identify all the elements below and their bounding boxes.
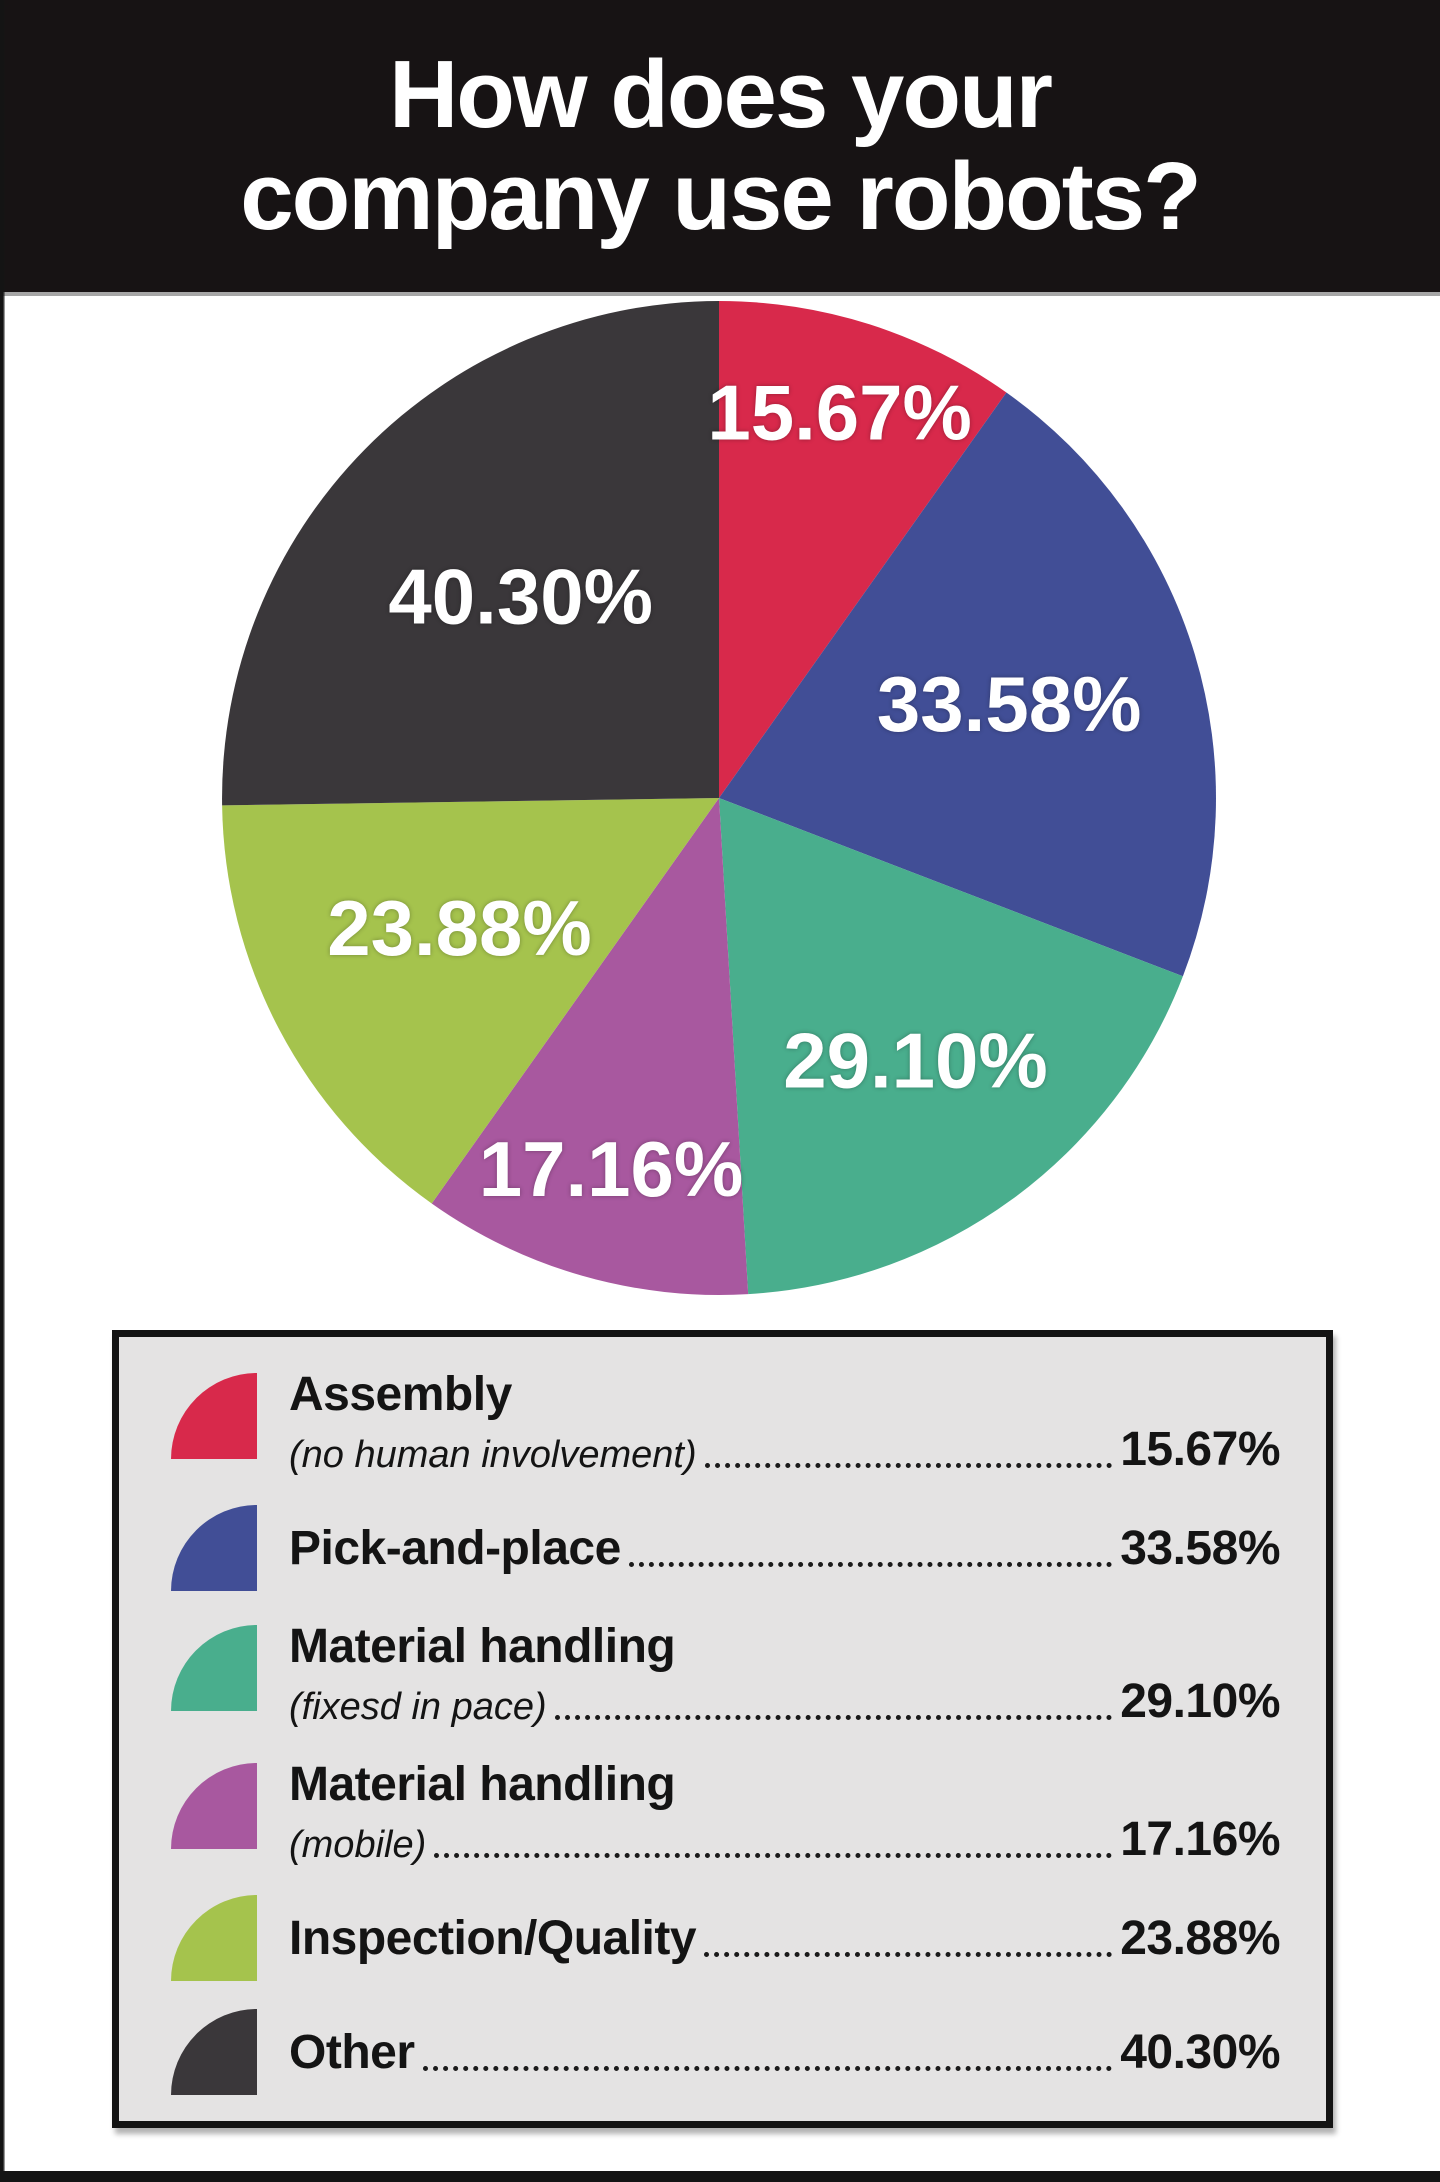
legend-percent: 17.16% xyxy=(1120,1813,1280,1866)
legend-swatch-material-handling-mobile xyxy=(171,1763,257,1849)
pie-chart-area: 15.67% 33.58% 29.10% 17.16% 23.88% 40.30% xyxy=(0,292,1440,1330)
legend-item-other: Other 40.30% xyxy=(171,2009,1280,2095)
legend-swatch-material-handling-fixed xyxy=(171,1625,257,1711)
legend-label: Inspection/Quality xyxy=(289,1911,697,1965)
legend-percent: 15.67% xyxy=(1120,1423,1280,1476)
legend-percent: 33.58% xyxy=(1120,1521,1280,1575)
pie-value-label-material-handling-fixed: 29.10% xyxy=(783,1016,1048,1104)
legend-label: Material handling xyxy=(289,1758,676,1811)
legend-percent: 23.88% xyxy=(1120,1911,1280,1965)
pie-slice-assembly xyxy=(719,301,1007,798)
legend-item-pick-and-place: Pick-and-place 33.58% xyxy=(171,1505,1280,1591)
header: How does your company use robots? xyxy=(0,0,1440,292)
legend-percent: 29.10% xyxy=(1120,1675,1280,1728)
legend-swatch-pick-and-place xyxy=(171,1505,257,1591)
legend-swatch-assembly xyxy=(171,1373,257,1459)
legend-swatch-inspection-quality xyxy=(171,1895,257,1981)
legend-sublabel: (mobile) xyxy=(289,1824,427,1866)
pie-value-label-pick-and-place: 33.58% xyxy=(877,660,1142,748)
pie-value-label-other: 40.30% xyxy=(388,552,653,640)
pie-slice-material-handling-fixed xyxy=(719,798,1183,1295)
pie-slice-material-handling-mobile xyxy=(431,798,749,1295)
pie-value-label-assembly: 15.67% xyxy=(707,369,972,457)
page-title-line-1: How does your xyxy=(388,41,1053,149)
legend-swatch-other xyxy=(171,2009,257,2095)
legend-sublabel: (fixesd in pace) xyxy=(289,1686,547,1728)
dot-leader xyxy=(628,1561,1113,1567)
legend-label: Material handling xyxy=(289,1620,676,1673)
pie-slice-other xyxy=(222,301,719,806)
pie-chart: 15.67% 33.58% 29.10% 17.16% 23.88% 40.30% xyxy=(222,301,1216,1295)
dot-leader xyxy=(422,2065,1113,2071)
pie-value-label-material-handling-mobile: 17.16% xyxy=(479,1125,744,1213)
legend-label: Assembly xyxy=(289,1368,512,1421)
pie-value-label-inspection-quality: 23.88% xyxy=(327,884,592,972)
dot-leader xyxy=(554,1715,1113,1720)
left-border-line xyxy=(0,0,5,2182)
legend-box: Assembly (no human involvement) 15.67% P… xyxy=(112,1330,1333,2128)
legend-item-material-handling-fixed: Material handling (fixesd in pace) 29.10… xyxy=(171,1619,1280,1729)
legend-sublabel: (no human involvement) xyxy=(289,1434,697,1476)
dot-leader xyxy=(704,1951,1113,1957)
pie-slice-pick-and-place xyxy=(719,392,1216,977)
pie-slice-inspection-quality xyxy=(222,798,719,1204)
legend-item-assembly: Assembly (no human involvement) 15.67% xyxy=(171,1367,1280,1477)
legend-percent: 40.30% xyxy=(1120,2025,1280,2079)
legend-item-material-handling-mobile: Material handling (mobile) 17.16% xyxy=(171,1757,1280,1867)
bottom-border-bar xyxy=(0,2171,1440,2182)
page-title-line-2: company use robots? xyxy=(240,143,1201,250)
legend-label: Pick-and-place xyxy=(289,1521,621,1575)
legend-label: Other xyxy=(289,2025,415,2079)
dot-leader xyxy=(704,1463,1113,1468)
legend-item-inspection-quality: Inspection/Quality 23.88% xyxy=(171,1895,1280,1981)
dot-leader xyxy=(434,1853,1113,1858)
